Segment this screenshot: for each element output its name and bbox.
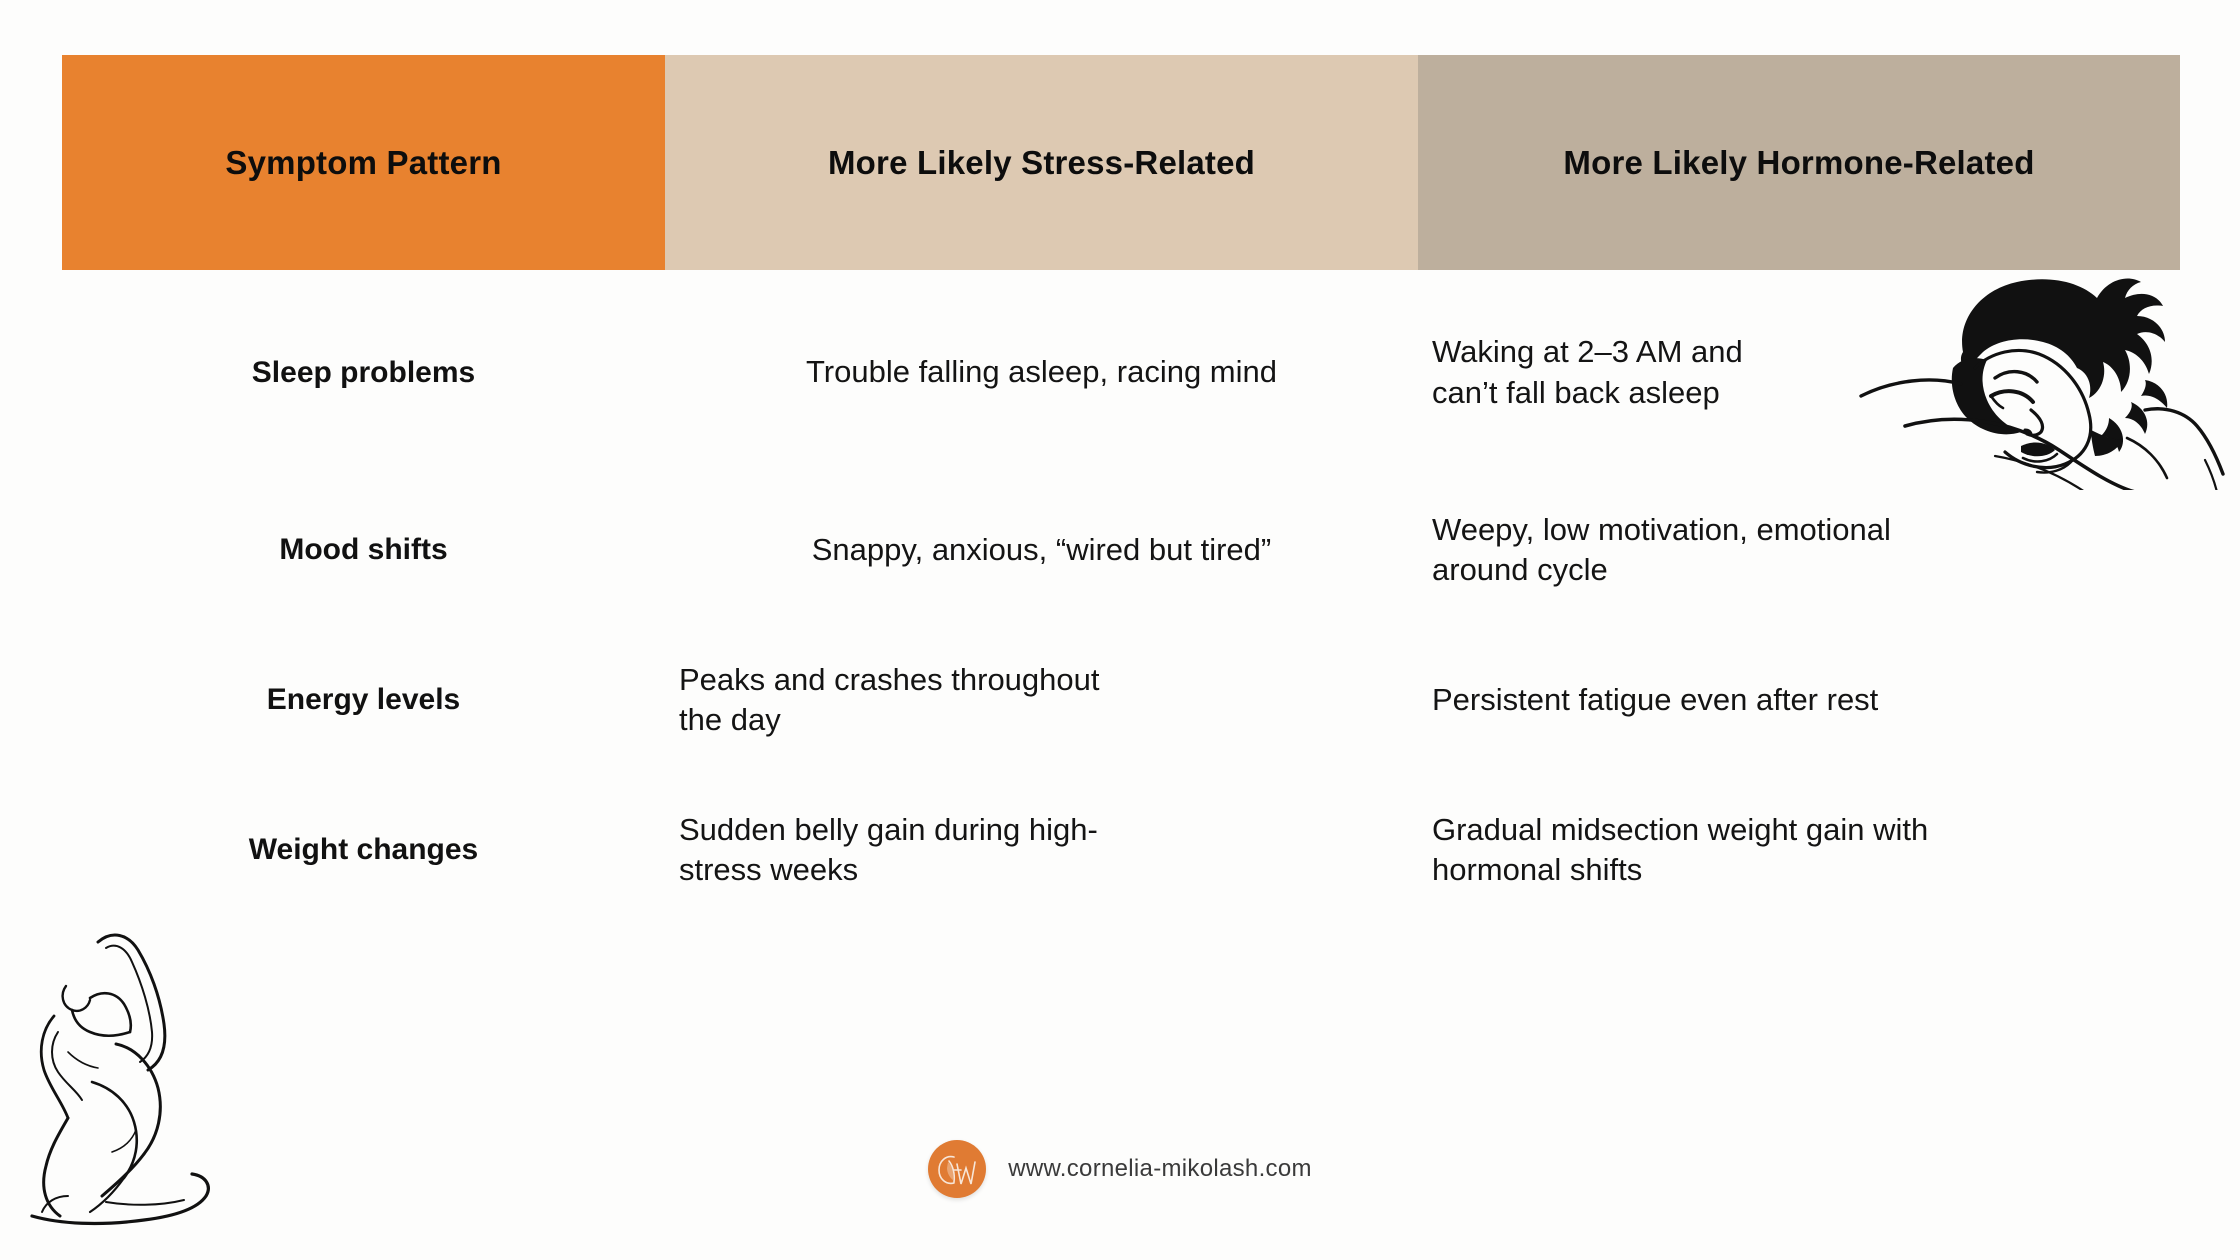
seated-female-figure-icon [20,920,230,1250]
table-row: Mood shifts Snappy, anxious, “wired but … [62,475,2180,625]
row-cell-hormone: Waking at 2–3 AM and can’t fall back asl… [1418,332,2180,413]
header-label-hormone-related: More Likely Hormone-Related [1563,143,2035,181]
row-cell-hormone-text: Persistent fatigue even after rest [1432,681,1879,717]
header-label-stress-related: More Likely Stress-Related [827,143,1256,181]
row-cell-hormone-text: Gradual midsection weight gain with horm… [1432,811,1929,887]
row-cell-hormone: Gradual midsection weight gain with horm… [1418,810,2180,891]
header-cell-symptom-pattern: Symptom Pattern [62,55,665,270]
header-label-symptom-pattern: Symptom Pattern [225,143,502,181]
row-label-energy-levels: Energy levels [266,683,461,716]
row-label-weight-changes: Weight changes [248,833,479,866]
row-cell-hormone: Weepy, low motivation, emotional around … [1418,510,2180,591]
row-cell-hormone: Persistent fatigue even after rest [1418,680,2180,720]
row-cell-hormone-text: Weepy, low motivation, emotional around … [1432,511,1891,587]
row-cell-stress: Trouble falling asleep, racing mind [665,352,1418,392]
row-cell-stress-text: Sudden belly gain during high-stress wee… [679,811,1098,887]
row-cell-stress-text: Snappy, anxious, “wired but tired” [811,531,1272,567]
header-cell-hormone-related: More Likely Hormone-Related [1418,55,2180,270]
row-label-mood-shifts: Mood shifts [279,533,448,566]
row-cell-hormone-text: Waking at 2–3 AM and can’t fall back asl… [1432,334,1743,410]
table-row: Sleep problems Trouble falling asleep, r… [62,270,2180,475]
row-label-sleep-problems: Sleep problems [251,355,476,389]
row-cell-stress-text: Peaks and crashes throughout the day [679,661,1100,737]
row-cell-stress: Snappy, anxious, “wired but tired” [665,530,1418,570]
footer-url-text: www.cornelia-mikolash.com [1008,1155,1312,1182]
brand-logo-icon [928,1140,987,1198]
footer: www.cornelia-mikolash.com [0,1140,2240,1198]
table-header-row: Symptom Pattern More Likely Stress-Relat… [62,55,2180,270]
table-row: Energy levels Peaks and crashes througho… [62,625,2180,775]
header-cell-stress-related: More Likely Stress-Related [665,55,1418,270]
symptom-comparison-table: Symptom Pattern More Likely Stress-Relat… [62,55,2180,925]
row-cell-stress: Peaks and crashes throughout the day [665,660,1418,741]
row-cell-stress-text: Trouble falling asleep, racing mind [806,354,1277,390]
row-cell-stress: Sudden belly gain during high-stress wee… [665,810,1418,891]
table-row: Weight changes Sudden belly gain during … [62,775,2180,925]
